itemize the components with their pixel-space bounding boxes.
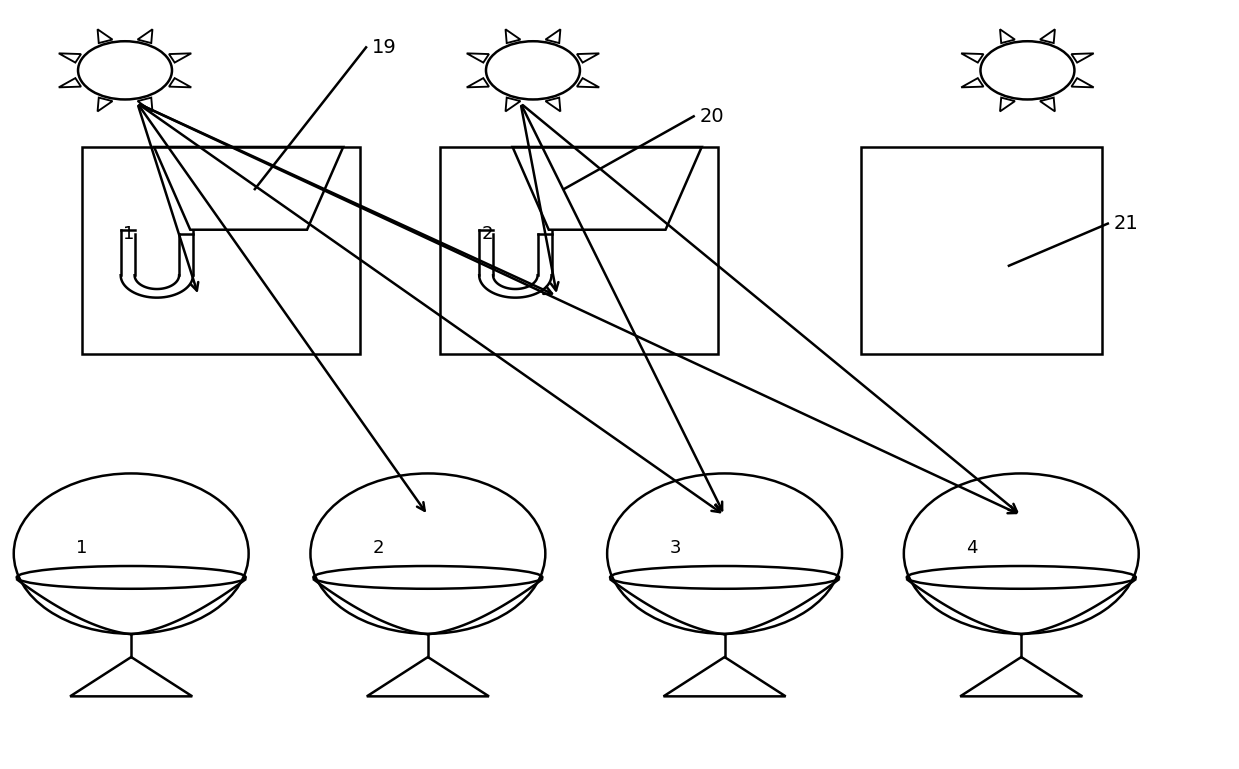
Bar [440, 147, 719, 354]
Text: 3: 3 [669, 539, 681, 558]
Text: 2: 2 [482, 225, 493, 243]
Text: 1: 1 [124, 225, 135, 243]
Text: 19: 19 [372, 38, 396, 57]
Text: 4: 4 [966, 539, 978, 558]
Text: 1: 1 [76, 539, 88, 558]
Text: 21: 21 [1114, 214, 1139, 233]
Text: 20: 20 [700, 107, 725, 126]
Bar [82, 147, 359, 354]
Bar [861, 147, 1101, 354]
Text: 2: 2 [373, 539, 384, 558]
